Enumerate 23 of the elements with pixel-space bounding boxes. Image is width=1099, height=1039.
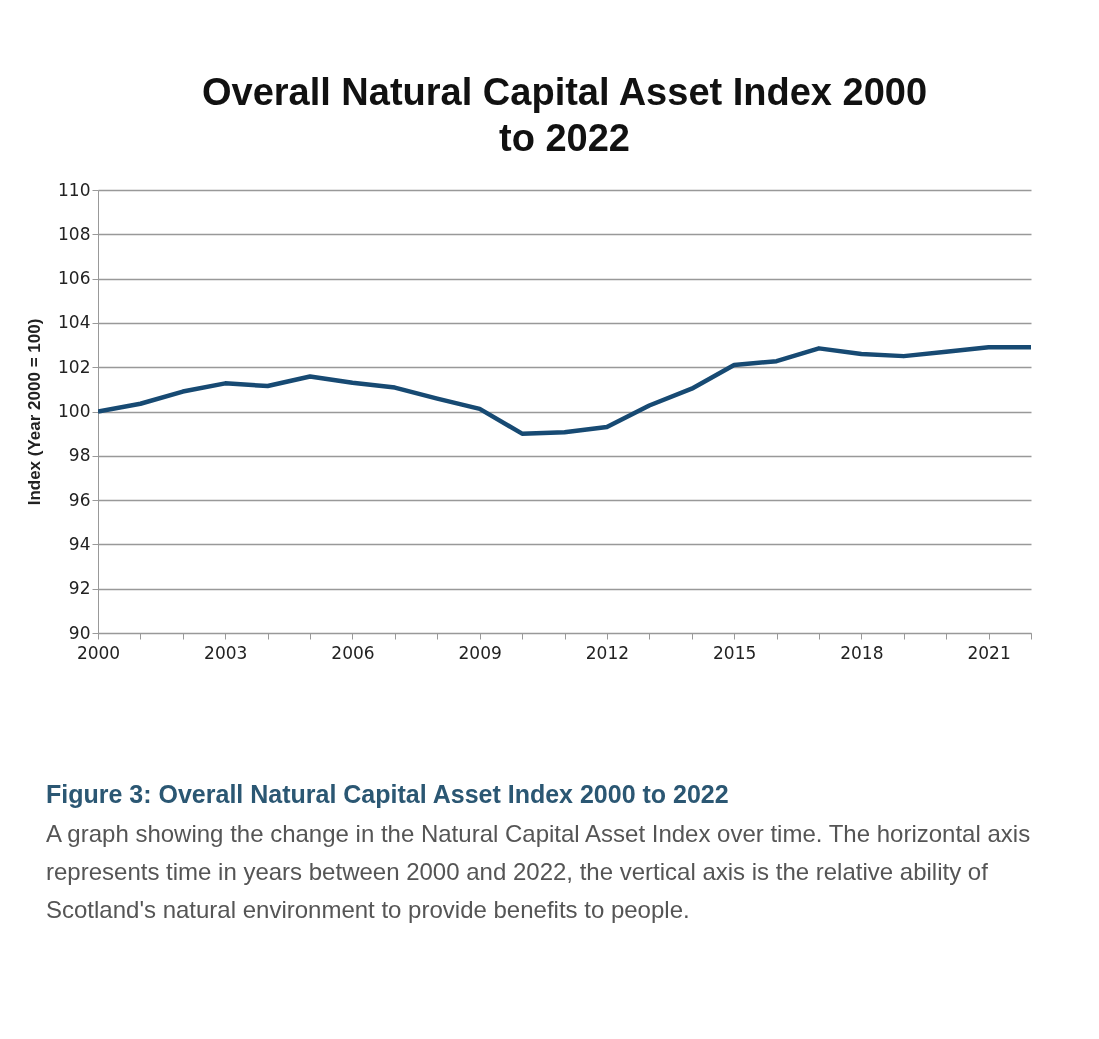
y-tick-label: 94 — [68, 533, 91, 554]
caption: Figure 3: Overall Natural Capital Asset Index 2000 to 2022 — [46, 780, 730, 809]
y-tick-label: 102 — [58, 356, 91, 377]
y-tick-label: 104 — [58, 312, 91, 333]
x-tick-label: 2012 — [585, 642, 630, 663]
x-tick-label: 2000 — [76, 642, 121, 663]
x-tick-label: 2003 — [204, 642, 248, 663]
y-tick-label: 100 — [58, 401, 91, 421]
y-tick-label: 98 — [68, 445, 91, 466]
y-tick-label: 92 — [68, 578, 91, 599]
y-tick-label: 90 — [68, 622, 91, 643]
chart-title: Overall Natural Capital Asset Index 2000 to 2022 — [201, 71, 928, 159]
x-tick-label: 2009 — [458, 642, 502, 663]
text: A graph showing the change in the Natural Capital Asset Index over time. The horizontal axis represents time in years between 2000 and 2022, the vertical axis is the relative ability of Scotland's natural environment to provide benefits to people. — [46, 819, 1032, 925]
x-tick-label: 2021 — [967, 642, 1011, 663]
x-tick-label: 2018 — [840, 642, 884, 663]
y-axis-title: Index (Year 2000 = 100) — [25, 318, 45, 506]
x-tick-label: 2015 — [713, 642, 757, 663]
x-tick-label: 2006 — [331, 642, 375, 663]
y-tick-label: 96 — [68, 489, 91, 510]
y-tick-label: 106 — [58, 268, 91, 289]
y-tick-label: 110 — [58, 179, 91, 200]
y-tick-label: 108 — [58, 223, 91, 244]
